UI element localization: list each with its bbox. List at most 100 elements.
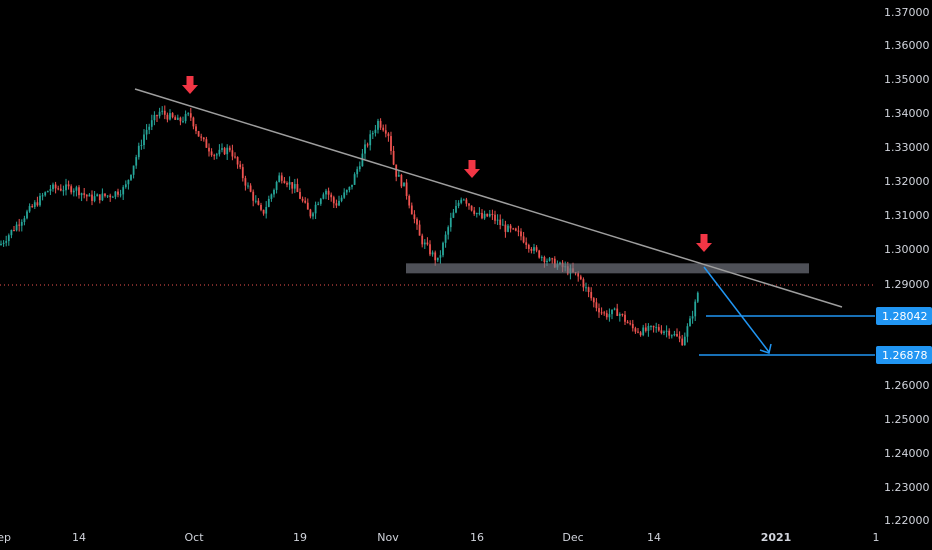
price-tick-label: 1.35000 [884, 73, 930, 86]
candle [345, 189, 348, 196]
price-tick-label: 1.37000 [884, 6, 930, 19]
candle [72, 188, 75, 197]
candle [676, 328, 678, 337]
candle [491, 209, 494, 220]
candle [184, 110, 187, 124]
candle [135, 154, 138, 169]
candle [106, 195, 109, 199]
time-tick-label: 2021 [761, 531, 792, 544]
candle [70, 184, 73, 195]
candle [522, 231, 525, 244]
candle [202, 137, 205, 142]
candle [200, 133, 203, 141]
price-tag[interactable]: 1.28042 [876, 307, 932, 325]
candle [265, 201, 268, 219]
candle [319, 197, 322, 206]
candle [236, 156, 239, 169]
candle [252, 189, 255, 207]
candle [691, 310, 694, 324]
time-tick-label: 1 [873, 531, 880, 544]
candle [452, 208, 455, 219]
time-tick-label: 14 [72, 531, 86, 544]
candle [262, 209, 265, 216]
candle [462, 198, 465, 201]
price-tag[interactable]: 1.26878 [876, 346, 932, 364]
price-tick-label: 1.23000 [884, 481, 930, 494]
trendline[interactable] [134, 88, 843, 308]
resistance-zone[interactable] [406, 263, 809, 274]
candle [590, 287, 593, 301]
candle [130, 174, 132, 181]
candle [686, 323, 689, 343]
time-tick-label: 14 [647, 531, 661, 544]
candle [275, 180, 278, 194]
candle [127, 179, 130, 190]
candle [413, 210, 416, 224]
candle [335, 199, 338, 209]
drawings-layer[interactable] [0, 76, 875, 356]
down-arrow-icon [696, 234, 712, 252]
candle [663, 330, 665, 336]
candle [192, 116, 195, 130]
candle [101, 188, 104, 202]
candle [257, 198, 260, 206]
candle [387, 132, 390, 142]
candle [62, 185, 65, 196]
candle [254, 195, 257, 204]
candle [603, 310, 606, 316]
candle [28, 203, 31, 213]
candle [475, 212, 478, 218]
projection-arrow[interactable] [703, 266, 770, 353]
candle [244, 175, 247, 191]
candle [416, 217, 418, 230]
candle [535, 245, 538, 253]
candle [98, 194, 101, 204]
candle [442, 241, 444, 258]
candle [234, 152, 236, 159]
candle [75, 185, 78, 197]
candle [161, 106, 164, 115]
candle [403, 182, 405, 187]
candle [231, 144, 234, 161]
price-tick-label: 1.32000 [884, 175, 930, 188]
candle [57, 185, 60, 191]
candle [538, 249, 541, 259]
candle [182, 116, 184, 124]
price-tick-label: 1.34000 [884, 107, 930, 120]
candle [208, 143, 210, 157]
candle [10, 229, 13, 239]
price-tick-label: 1.33000 [884, 141, 930, 154]
down-arrow-icon [182, 76, 198, 94]
candle [93, 191, 96, 203]
price-axis[interactable]: 1.37000 1.36000 1.35000 1.34000 1.33000 1.320… [876, 6, 932, 527]
price-tick-label: 1.26000 [884, 379, 930, 392]
candle [423, 239, 426, 249]
time-axis[interactable]: ep 14 Oct 19 Nov 16 Dec 14 2021 1 [0, 531, 880, 544]
candle [457, 200, 460, 209]
candle [46, 190, 49, 193]
candle [605, 310, 608, 320]
candle [340, 195, 343, 203]
candle [644, 323, 647, 333]
candle [169, 109, 171, 121]
candle [80, 192, 83, 202]
candle [145, 124, 148, 140]
candle [494, 210, 496, 225]
candle [436, 257, 439, 263]
candle [210, 148, 213, 157]
candle [582, 277, 585, 292]
candle [104, 193, 106, 198]
candle [197, 130, 200, 137]
candle [226, 144, 229, 160]
candle [353, 172, 356, 185]
candle [213, 153, 216, 160]
candle [533, 243, 535, 254]
candle [371, 130, 374, 140]
candle [431, 250, 434, 257]
candle [390, 131, 392, 155]
price-tick-label: 1.25000 [884, 413, 930, 426]
candle [429, 240, 431, 257]
candle [657, 323, 660, 332]
